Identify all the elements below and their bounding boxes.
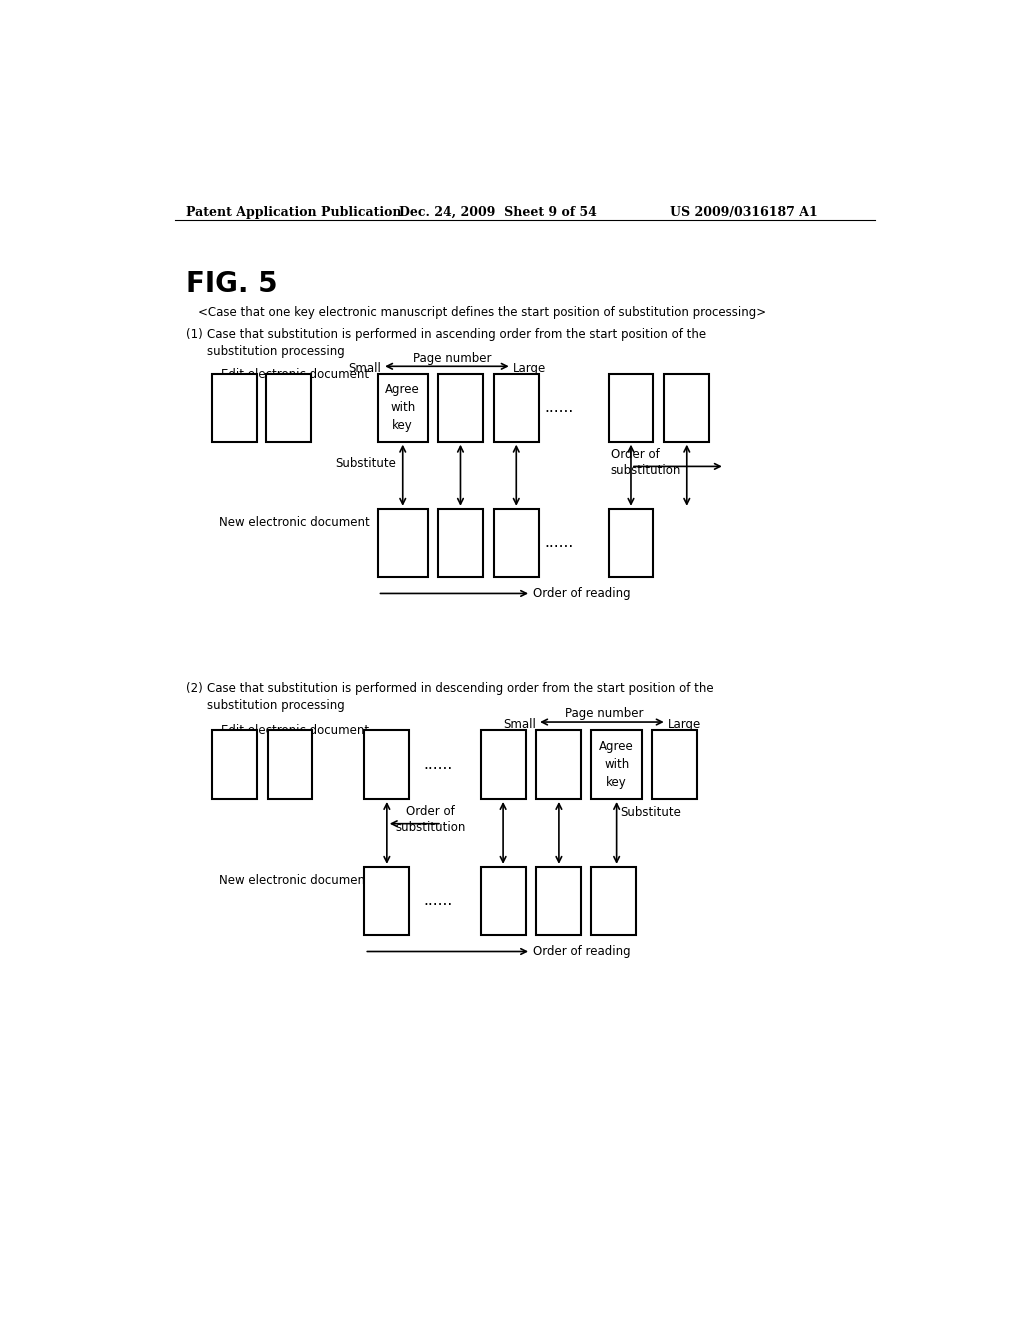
Bar: [212, 730, 257, 799]
Text: Page number: Page number: [565, 706, 644, 719]
Text: ......: ......: [545, 535, 573, 550]
Bar: [438, 508, 483, 577]
Text: Order of
substitution: Order of substitution: [611, 447, 681, 477]
Bar: [537, 867, 582, 935]
Text: US 2009/0316187 A1: US 2009/0316187 A1: [671, 206, 818, 219]
Text: Agree
with
key: Agree with key: [385, 383, 420, 433]
Text: Case that substitution is performed in descending order from the start position : Case that substitution is performed in d…: [207, 682, 714, 711]
Bar: [608, 508, 653, 577]
Bar: [438, 374, 483, 442]
Bar: [592, 867, 636, 935]
Bar: [494, 508, 539, 577]
Text: ......: ......: [423, 756, 453, 772]
Bar: [494, 374, 539, 442]
Text: Edit electronic document: Edit electronic document: [220, 368, 369, 381]
Bar: [267, 730, 312, 799]
Bar: [378, 508, 428, 577]
Text: New electronic document: New electronic document: [219, 875, 370, 887]
Bar: [652, 730, 697, 799]
Bar: [537, 730, 582, 799]
Bar: [365, 867, 410, 935]
Text: <Case that one key electronic manuscript defines the start position of substitut: <Case that one key electronic manuscript…: [198, 306, 766, 319]
Text: ......: ......: [423, 894, 453, 908]
Text: Case that substitution is performed in ascending order from the start position o: Case that substitution is performed in a…: [207, 327, 707, 358]
Bar: [665, 374, 710, 442]
Text: Order of reading: Order of reading: [534, 587, 631, 601]
Bar: [365, 730, 410, 799]
Text: ......: ......: [545, 400, 573, 416]
Text: Large: Large: [513, 363, 547, 375]
Text: Order of
substitution: Order of substitution: [395, 805, 466, 834]
Bar: [480, 867, 525, 935]
Bar: [592, 730, 642, 799]
Text: (1): (1): [186, 327, 203, 341]
Text: New electronic document: New electronic document: [219, 516, 370, 529]
Bar: [212, 374, 257, 442]
Text: (2): (2): [186, 682, 203, 696]
Text: Patent Application Publication: Patent Application Publication: [186, 206, 401, 219]
Text: FIG. 5: FIG. 5: [186, 271, 278, 298]
Bar: [608, 374, 653, 442]
Text: Agree
with
key: Agree with key: [599, 741, 634, 789]
Bar: [378, 374, 428, 442]
Text: Small: Small: [503, 718, 536, 731]
Text: Order of reading: Order of reading: [534, 945, 631, 958]
Text: Page number: Page number: [413, 352, 492, 366]
Text: Small: Small: [348, 363, 381, 375]
Bar: [266, 374, 311, 442]
Text: Dec. 24, 2009  Sheet 9 of 54: Dec. 24, 2009 Sheet 9 of 54: [399, 206, 597, 219]
Text: Substitute: Substitute: [336, 457, 396, 470]
Text: Edit electronic document: Edit electronic document: [220, 725, 369, 738]
Text: Large: Large: [669, 718, 701, 731]
Bar: [480, 730, 525, 799]
Text: Substitute: Substitute: [621, 807, 681, 820]
